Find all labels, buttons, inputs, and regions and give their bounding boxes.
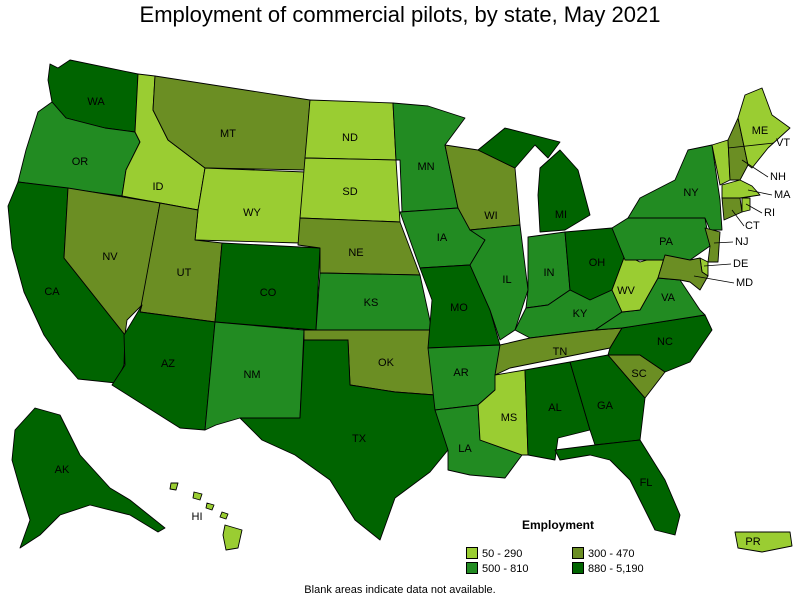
label-sd: SD — [342, 186, 357, 198]
label-nc: NC — [657, 336, 673, 348]
label-vt: VT — [776, 137, 790, 149]
label-ky: KY — [573, 308, 588, 320]
state-ny — [627, 144, 723, 231]
label-al: AL — [548, 402, 561, 414]
label-wa: WA — [87, 96, 105, 108]
label-ca: CA — [44, 286, 60, 298]
label-tn: TN — [553, 346, 568, 358]
state-ri — [741, 197, 751, 213]
legend-item-4: 880 - 5,190 — [572, 562, 644, 575]
label-ak: AK — [55, 464, 70, 476]
label-la: LA — [458, 443, 472, 455]
label-pr: PR — [745, 536, 760, 548]
label-il: IL — [502, 274, 511, 286]
label-ut: UT — [177, 267, 192, 279]
state-fl — [554, 439, 681, 536]
label-ok: OK — [378, 357, 395, 369]
legend-swatch — [572, 547, 584, 559]
state-pr — [734, 531, 793, 553]
state-mi — [477, 127, 591, 233]
label-ia: IA — [437, 232, 448, 244]
legend-swatch — [466, 547, 478, 559]
state-il — [469, 224, 529, 341]
state-nj — [704, 227, 721, 263]
label-in: IN — [544, 267, 555, 279]
label-mi: MI — [555, 209, 567, 221]
label-ks: KS — [364, 297, 379, 309]
label-pa: PA — [659, 236, 674, 248]
label-tx: TX — [352, 433, 367, 445]
label-hi: HI — [192, 511, 203, 523]
label-ri: RI — [764, 207, 775, 219]
state-md — [657, 254, 709, 291]
label-nj: NJ — [735, 236, 748, 248]
label-ne: NE — [348, 247, 363, 259]
legend-swatch — [572, 562, 584, 574]
label-oh: OH — [589, 257, 606, 269]
label-ny: NY — [683, 187, 699, 199]
label-or: OR — [72, 156, 89, 168]
label-ms: MS — [501, 412, 518, 424]
label-ga: GA — [597, 400, 614, 412]
state-me — [737, 87, 791, 169]
label-co: CO — [260, 287, 277, 299]
label-sc: SC — [631, 368, 646, 380]
label-mn: MN — [417, 161, 434, 173]
legend-item-1: 50 - 290 — [466, 547, 522, 560]
state-ma — [721, 179, 761, 199]
state-ct — [721, 197, 743, 221]
label-id: ID — [153, 181, 164, 193]
label-ct: CT — [745, 220, 760, 232]
label-ma: MA — [774, 189, 791, 201]
label-mt: MT — [220, 128, 236, 140]
legend-item-3: 500 - 810 — [466, 562, 528, 575]
state-tx — [239, 339, 449, 541]
label-wi: WI — [484, 210, 497, 222]
state-nd — [304, 99, 397, 161]
state-hi — [169, 482, 243, 551]
label-leader-lines — [693, 142, 775, 284]
legend-swatch — [466, 562, 478, 574]
label-nm: NM — [243, 369, 260, 381]
label-ar: AR — [453, 367, 468, 379]
label-fl: FL — [640, 477, 653, 489]
legend-item-2: 300 - 470 — [572, 547, 634, 560]
state-wy — [194, 167, 306, 244]
label-mo: MO — [450, 302, 468, 314]
label-az: AZ — [161, 358, 175, 370]
label-de: DE — [733, 258, 748, 270]
label-md: MD — [736, 277, 753, 289]
label-nh: NH — [770, 171, 786, 183]
map-title: Employment of commercial pilots, by stat… — [139, 2, 661, 27]
legend-title: Employment — [522, 518, 595, 532]
label-va: VA — [661, 292, 676, 304]
state-nh — [727, 117, 749, 181]
label-me: ME — [752, 125, 769, 137]
label-nd: ND — [342, 132, 358, 144]
footnote: Blank areas indicate data not available. — [304, 584, 496, 596]
state-ak — [11, 407, 166, 549]
label-wv: WV — [617, 285, 635, 297]
label-nv: NV — [102, 251, 118, 263]
label-wy: WY — [243, 207, 261, 219]
